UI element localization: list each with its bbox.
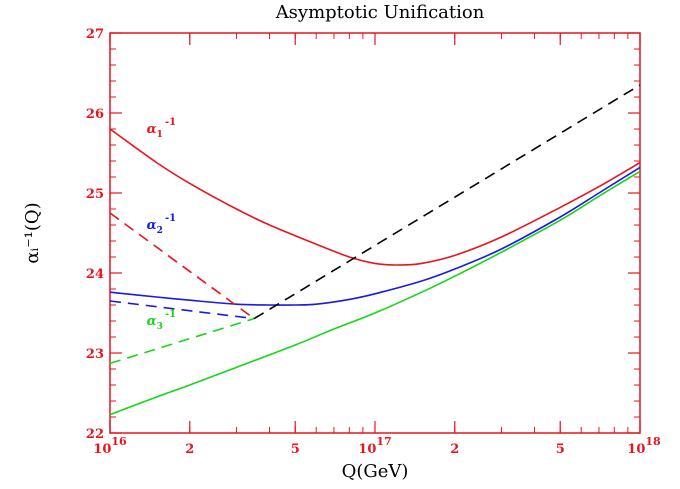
series-line-alpha2 — [109, 166, 641, 306]
x-tick-base: 2 — [450, 442, 459, 457]
series-label-sub: 1 — [157, 130, 163, 140]
series-line-alpha1-dashed — [109, 212, 255, 320]
major-ticks — [109, 32, 641, 434]
series-line-alpha3-dashed — [109, 317, 255, 365]
x-tick-label: 5 — [291, 442, 300, 457]
series-line-alpha2-dashed — [109, 300, 255, 320]
x-tick-base: 10 — [93, 442, 111, 457]
x-tick-base: 10 — [627, 442, 645, 457]
series-label-sub: 3 — [157, 322, 163, 332]
series-label-alpha2: α2-1 — [147, 213, 176, 236]
series-label-sub: 2 — [157, 226, 163, 236]
x-tick-base: 10 — [358, 442, 376, 457]
chart-title: Asymptotic Unification — [275, 2, 485, 23]
x-tick-label: 1017 — [358, 435, 391, 457]
x-tick-label: 2 — [450, 442, 459, 457]
y-tick-label: 27 — [86, 27, 104, 42]
x-tick-label: 2 — [185, 442, 194, 457]
x-tick-base: 5 — [556, 442, 565, 457]
x-tick-label: 1016 — [93, 435, 127, 457]
plot-frame — [109, 32, 641, 434]
minor-ticks — [110, 32, 640, 434]
y-axis-label: αᵢ⁻¹(Q) — [22, 202, 43, 263]
series-label-base: α — [147, 314, 157, 329]
x-tick-exponent: 18 — [645, 435, 661, 448]
x-tick-base: 5 — [291, 442, 300, 457]
y-tick-label: 26 — [86, 107, 104, 122]
series-label-base: α — [147, 218, 157, 233]
x-tick-label: 5 — [556, 442, 565, 457]
series-label-sup: -1 — [165, 213, 176, 224]
series-label-alpha3: α3-1 — [147, 309, 176, 332]
series-layer — [109, 84, 641, 416]
series-line-alpha1 — [109, 128, 641, 266]
y-tick-label: 24 — [86, 267, 104, 282]
y-tick-label: 25 — [86, 187, 104, 202]
series-label-layer: α1-1α2-1α3-1 — [147, 117, 176, 332]
series-line-alpha3 — [109, 170, 641, 416]
x-tick-label: 1018 — [627, 435, 661, 457]
series-label-alpha1: α1-1 — [147, 117, 176, 140]
x-tick-exponent: 16 — [111, 435, 127, 448]
x-tick-exponent: 17 — [376, 435, 391, 448]
y-tick-label: 22 — [86, 427, 104, 442]
y-tick-label: 23 — [86, 347, 104, 362]
x-axis-label: Q(GeV) — [342, 461, 409, 482]
y-tick-labels: 22 23 24 25 26 27 — [86, 27, 104, 442]
series-line-unified-dashed — [253, 84, 641, 320]
series-label-sup: -1 — [165, 117, 176, 128]
series-label-base: α — [147, 122, 157, 137]
x-tick-base: 2 — [185, 442, 194, 457]
series-label-sup: -1 — [165, 309, 176, 320]
